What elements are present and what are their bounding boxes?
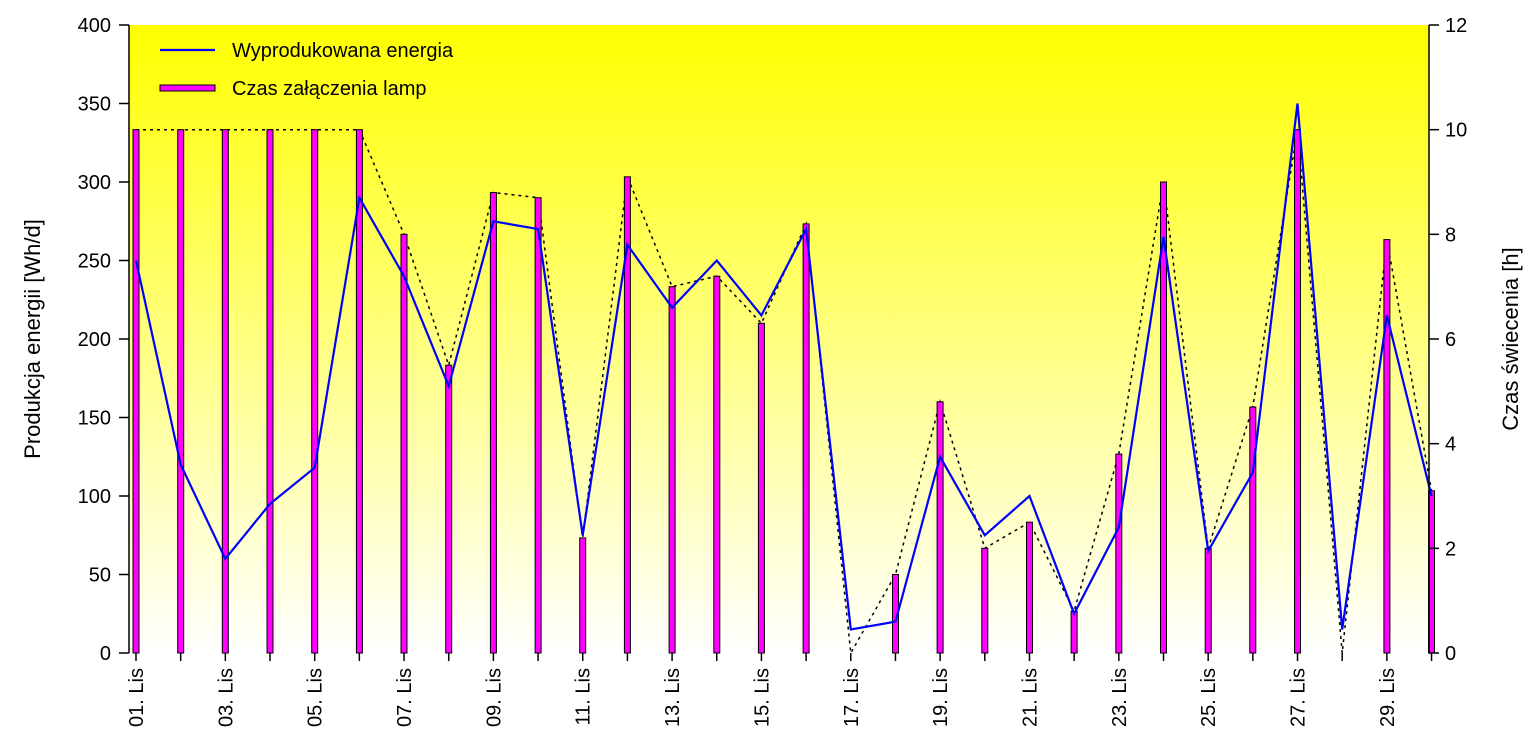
lamp-time-bar: [1204, 547, 1212, 654]
lamp-time-bar: [1249, 406, 1257, 654]
x-tick-label: 21. Lis: [1020, 668, 1042, 727]
lamp-time-bar: [802, 223, 810, 654]
lamp-time-bar: [579, 537, 587, 654]
y-tick-label: 350: [78, 94, 111, 116]
lamp-time-bar: [132, 129, 140, 654]
lamp-time-bar: [489, 192, 497, 654]
plot-background: [129, 25, 1429, 653]
lamp-time-bar: [713, 275, 721, 654]
y2-tick-label: 2: [1445, 538, 1456, 560]
lamp-time-bar: [534, 197, 542, 654]
y2-tick-label: 0: [1445, 643, 1456, 665]
lamp-time-bar: [221, 129, 229, 654]
x-tick-label: 15. Lis: [751, 668, 773, 727]
lamp-time-bar: [936, 401, 944, 654]
lamp-time-bar: [1115, 453, 1123, 654]
legend-label-energy: Wyprodukowana energia: [232, 40, 454, 62]
y2-axis-title: Czas świecenia [h]: [1498, 247, 1523, 430]
energy-series-line: [134, 103, 1433, 631]
y2-tick-label: 4: [1445, 434, 1456, 456]
lamp-time-bar: [757, 322, 765, 654]
x-tick-label: 01. Lis: [126, 668, 148, 727]
lamp-time-bar: [445, 364, 453, 654]
x-tick-label: 05. Lis: [305, 668, 327, 727]
y-tick-label: 100: [78, 486, 111, 508]
x-tick-label: 17. Lis: [841, 668, 863, 727]
legend-bar-swatch: [159, 84, 216, 92]
lamp-time-bars: [132, 129, 1435, 654]
y-tick-label: 300: [78, 172, 111, 194]
y-tick-label: 200: [78, 329, 111, 351]
y-tick-label: 400: [78, 15, 111, 37]
x-tick-label: 07. Lis: [394, 668, 416, 727]
x-tick-label: 13. Lis: [662, 668, 684, 727]
legend-label-lamp: Czas załączenia lamp: [232, 78, 427, 100]
lamp-time-bar: [1383, 239, 1391, 654]
x-tick-label: 23. Lis: [1109, 668, 1131, 727]
y-tick-label: 0: [100, 643, 111, 665]
axes: 0 50 100 150 200 250 300 350 400 0 2 4 6 8 10 12 01. Lis…: [78, 15, 1468, 727]
lamp-time-bar: [981, 547, 989, 654]
lamp-time-bar: [311, 129, 319, 654]
x-tick-label: 29. Lis: [1377, 668, 1399, 727]
y-axis-title: Produkcja energii [Wh/d]: [20, 219, 45, 459]
y2-tick-label: 8: [1445, 224, 1456, 246]
y2-tick-label: 6: [1445, 329, 1456, 351]
x-tick-label: 03. Lis: [215, 668, 237, 727]
y-tick-label: 250: [78, 251, 111, 273]
lamp-time-bar: [1026, 521, 1033, 654]
energy-line-layer: [134, 103, 1433, 631]
lamp-time-bar: [177, 129, 185, 654]
x-tick-label: 19. Lis: [930, 668, 952, 727]
lamp-time-bar: [668, 286, 676, 654]
lamp-time-bar: [1070, 610, 1078, 654]
lamp-time-bar: [400, 233, 408, 654]
y2-tick-label: 10: [1445, 120, 1467, 142]
x-tick-label: 25. Lis: [1198, 668, 1220, 727]
x-tick-label: 11. Lis: [573, 668, 595, 725]
x-tick-label: 27. Lis: [1288, 668, 1310, 727]
lamp-time-bar: [1294, 129, 1301, 654]
lamp-time-bar: [266, 129, 274, 654]
y-tick-label: 50: [89, 565, 111, 587]
y2-tick-label: 12: [1445, 15, 1467, 37]
x-tick-label: 09. Lis: [483, 668, 505, 727]
y-tick-label: 150: [78, 408, 111, 430]
legend: Wyprodukowana energia Czas załączenia lam…: [159, 40, 454, 100]
